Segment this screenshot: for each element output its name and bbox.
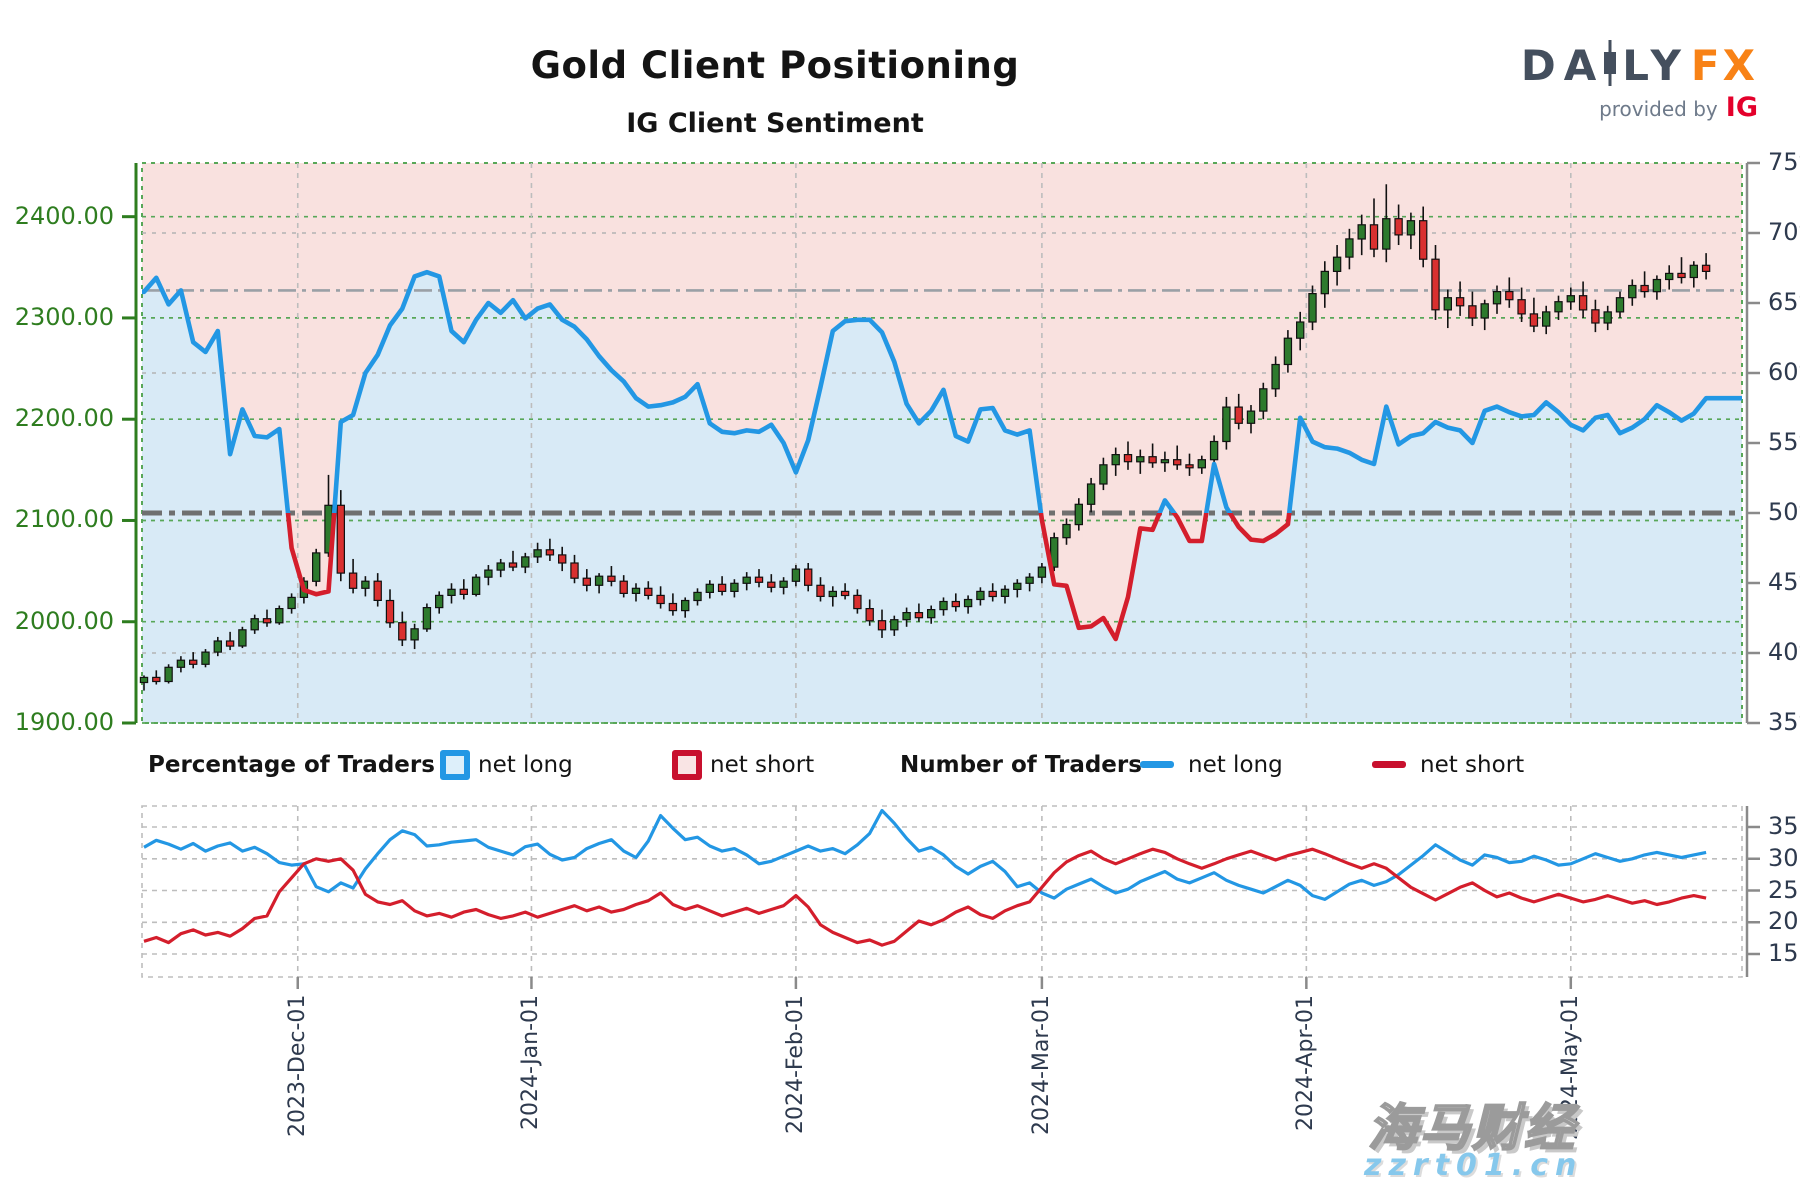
- chart-subtitle: IG Client Sentiment: [626, 108, 924, 139]
- legend-title-percentage-of-traders: Percentage of Traders: [148, 752, 435, 778]
- price-axis-label: 2300.00: [14, 302, 114, 331]
- legend-label-num-net-long: net long: [1188, 752, 1283, 778]
- candlestick-icon: [1602, 40, 1618, 90]
- traders-axis-label: 3000: [1768, 843, 1800, 872]
- pct-axis-label: 75%: [1768, 148, 1800, 176]
- legend-label-pct-net-long: net long: [478, 752, 573, 778]
- traders-axis-label: 3500: [1768, 812, 1800, 840]
- traders-axis-label: 2000: [1768, 907, 1800, 936]
- watermark-url: zzrt01.cn: [1364, 1148, 1584, 1183]
- traders-axis-label: 2500: [1768, 875, 1800, 904]
- x-axis-date-label: 2024-Feb-01: [782, 995, 808, 1134]
- logo-text-da: DA: [1520, 40, 1605, 90]
- pct-axis-label: 70%: [1768, 218, 1800, 246]
- legend-swatch-pct-net-short: [672, 750, 702, 780]
- legend-title-number-of-traders: Number of Traders: [900, 752, 1142, 778]
- legend-label-pct-net-short: net short: [710, 752, 815, 778]
- logo-text-fx: FX: [1690, 40, 1758, 90]
- x-axis-date-label: 2023-Dec-01: [284, 995, 310, 1138]
- num-traders-net-short-line: [143, 847, 1707, 947]
- dailyfx-logo: DA LY FX provided by IG: [1521, 40, 1758, 123]
- logo-ig: IG: [1725, 92, 1758, 123]
- price-axis-label: 2100.00: [14, 505, 114, 534]
- watermark-text: 海马财经: [1367, 1098, 1576, 1158]
- pct-axis-label: 60%: [1768, 358, 1800, 386]
- blue-area-below-line: [142, 272, 1742, 723]
- legend-label-num-net-short: net short: [1420, 752, 1525, 778]
- x-axis-date-label: 2024-Apr-01: [1293, 995, 1319, 1132]
- logo-text-ly: LY: [1622, 40, 1689, 90]
- x-axis-date-label: 2024-Mar-01: [1028, 995, 1054, 1135]
- price-axis-label: 2200.00: [14, 404, 114, 433]
- price-axis-label: 2000.00: [14, 606, 114, 635]
- page-title: Gold Client Positioning: [530, 44, 1020, 87]
- pct-net-long-line: [142, 269, 1742, 513]
- num-traders-net-long-line: [143, 808, 1707, 902]
- pct-axis-label: 65%: [1768, 288, 1800, 316]
- price-axis-label: 2400.00: [14, 201, 114, 230]
- legend-swatch-pct-net-long: [440, 750, 470, 780]
- traders-axis-label: 1500: [1768, 939, 1800, 967]
- pct-axis-label: 50%: [1768, 498, 1800, 526]
- price-axis-label: 1900.00: [14, 708, 114, 736]
- logo-provided-by: provided by: [1599, 97, 1718, 121]
- pct-axis-label: 45%: [1768, 568, 1800, 596]
- legend-line-num-net-long: [1140, 761, 1174, 768]
- pct-axis-label: 40%: [1768, 638, 1800, 666]
- x-axis-date-label: 2024-Jan-01: [518, 995, 544, 1130]
- pink-area-above-line: [142, 163, 1742, 639]
- pct-axis-label: 35%: [1768, 708, 1800, 736]
- pct-axis-label: 55%: [1768, 428, 1800, 456]
- legend-line-num-net-short: [1372, 761, 1406, 768]
